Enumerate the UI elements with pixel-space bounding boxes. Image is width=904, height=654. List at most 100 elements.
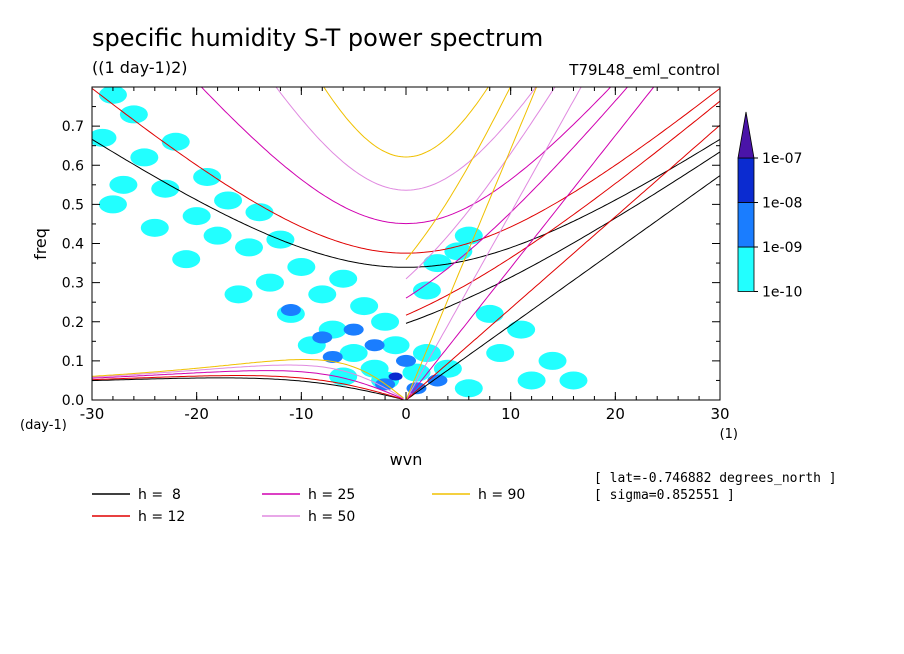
legend-label: h = 8 xyxy=(138,487,181,503)
contour-blob xyxy=(329,269,358,288)
contour-blob xyxy=(280,304,301,317)
colorbar-extend-arrow xyxy=(737,111,755,159)
contour-blob xyxy=(559,371,588,390)
y-tick-label: 0.6 xyxy=(62,158,84,174)
contour-blob xyxy=(182,207,211,226)
contour-blob xyxy=(235,238,263,257)
x-tick-label: -10 xyxy=(289,405,314,423)
x-axis-label: wvn xyxy=(390,450,423,469)
inertia-gravity-curve xyxy=(275,87,537,191)
contour-blob xyxy=(412,281,441,300)
x-unit-label: (1) xyxy=(720,427,738,442)
contour-blob xyxy=(245,203,274,222)
contour-blob xyxy=(322,350,343,363)
contour-blob xyxy=(343,323,364,336)
contour-blob xyxy=(193,167,222,186)
kelvin-curve xyxy=(405,175,720,400)
colorbar-segment xyxy=(737,157,755,203)
contour-blob xyxy=(203,226,232,245)
contour-blob xyxy=(312,331,333,344)
rossby-curve xyxy=(92,359,404,399)
rossby-curve xyxy=(92,364,404,399)
contour-blob xyxy=(287,257,316,276)
contour-blob xyxy=(308,285,337,304)
contour-blob xyxy=(406,382,427,395)
y-tick-label: 0.4 xyxy=(62,237,84,253)
inertia-gravity-curve xyxy=(92,138,720,268)
contour-blob xyxy=(507,320,536,339)
run-label: T79L48_eml_control xyxy=(569,61,720,79)
colorbar-label: 1e-07 xyxy=(762,151,802,167)
y-unit-label: (day-1) xyxy=(20,418,67,433)
colorbar-segment xyxy=(737,202,755,248)
colorbar-label: 1e-10 xyxy=(762,285,802,301)
rossby-curve xyxy=(92,375,404,400)
colorbar-segment xyxy=(737,246,755,292)
contour-blob xyxy=(172,250,201,269)
contour-blob xyxy=(517,371,546,390)
y-tick-label: 0.1 xyxy=(62,354,84,370)
inertia-gravity-curve xyxy=(200,87,612,225)
contour-blob xyxy=(475,304,504,323)
contour-blob xyxy=(339,344,368,363)
contour-blob xyxy=(427,374,448,387)
legend-label: h = 50 xyxy=(308,509,355,525)
axes: -30 -20 -10 0 10 20 30 0.0 0.1 0.2 0.3 0.4 0.5 0.6 0.7 xyxy=(62,87,730,423)
y-tick-label: 0.7 xyxy=(62,119,84,135)
contour-blob xyxy=(329,367,358,386)
kelvin-curve xyxy=(405,87,655,400)
contour-blob xyxy=(214,191,243,210)
contour-blob xyxy=(423,254,452,273)
y-tick-label: 0.3 xyxy=(62,276,84,292)
legend-label: h = 12 xyxy=(138,509,185,525)
contour-blob xyxy=(364,339,385,352)
spectrum-contours xyxy=(92,87,588,398)
x-tick-label: 30 xyxy=(710,405,729,423)
x-tick-label: -20 xyxy=(184,405,209,423)
contour-blob xyxy=(444,242,473,261)
legend-label: h = 90 xyxy=(478,487,525,503)
legend: h = 8 h = 12 h = 25 h = 50 h = 90 xyxy=(92,487,525,525)
contour-blob xyxy=(119,105,148,124)
contour-blob xyxy=(454,379,483,398)
contour-blob xyxy=(98,195,127,214)
mixed-rossby-gravity-curve xyxy=(405,87,511,261)
y-tick-label: 0.2 xyxy=(62,315,84,331)
contour-blob xyxy=(371,312,400,331)
y-tick-label: 0.5 xyxy=(62,197,84,213)
contour-blob xyxy=(396,354,416,367)
kelvin-curve xyxy=(405,87,582,400)
y-axis-label: freq xyxy=(31,228,50,260)
contour-blob xyxy=(161,132,190,151)
contour-blob xyxy=(538,351,567,370)
contour-blob xyxy=(412,344,441,363)
contour-blob xyxy=(433,359,462,378)
contour-blob xyxy=(381,336,410,355)
contour-blob xyxy=(388,372,403,381)
x-tick-label: 10 xyxy=(501,405,520,423)
colorbar: 1e-10 1e-09 1e-08 1e-07 xyxy=(737,111,802,301)
contour-blob xyxy=(92,128,117,147)
kelvin-curve xyxy=(405,124,720,400)
inertia-gravity-curve xyxy=(92,88,720,254)
contour-blob xyxy=(140,218,169,237)
kelvin-curve xyxy=(405,87,538,400)
mixed-rossby-gravity-curve xyxy=(405,87,556,280)
legend-label: h = 25 xyxy=(308,487,355,503)
colorbar-label: 1e-08 xyxy=(762,196,802,212)
sigma-info: [ sigma=0.852551 ] xyxy=(594,488,735,503)
latitude-info: [ lat=-0.746882 degrees_north ] xyxy=(594,471,837,486)
contour-blob xyxy=(224,285,253,304)
contour-blob xyxy=(151,179,180,198)
chart-subtitle: ((1 day-1)2) xyxy=(92,58,188,77)
dispersion-curves xyxy=(92,87,720,400)
chart-title: specific humidity S-T power spectrum xyxy=(92,24,544,52)
contour-blob xyxy=(255,273,284,292)
colorbar-label: 1e-09 xyxy=(762,240,802,256)
rossby-curve xyxy=(92,370,404,400)
contour-blob xyxy=(350,297,379,316)
x-tick-label: 0 xyxy=(401,405,411,423)
contour-blob xyxy=(454,226,483,245)
inertia-gravity-curve xyxy=(323,87,489,158)
contour-blob xyxy=(130,148,159,167)
